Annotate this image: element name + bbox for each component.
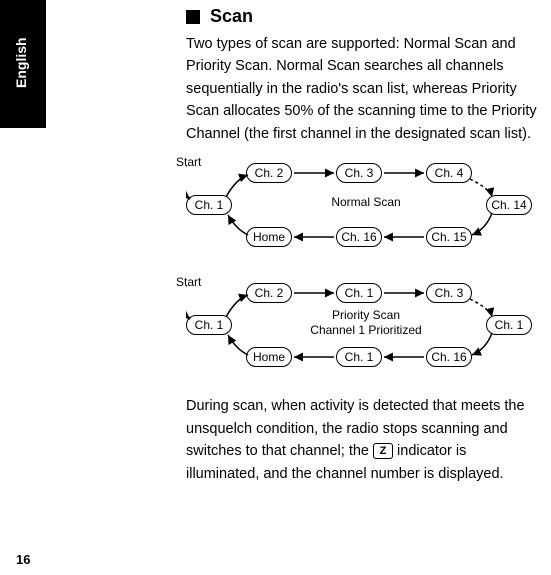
- language-tab: English: [0, 0, 46, 128]
- node-p-ch1: Ch. 1: [186, 315, 232, 335]
- paragraph-1: Two types of scan are supported: Normal …: [186, 33, 540, 145]
- diagram2-title-l1: Priority Scan: [332, 308, 400, 322]
- start-label-2: Start: [176, 275, 201, 289]
- language-label: English: [13, 37, 29, 88]
- scan-indicator-icon: Z: [373, 443, 393, 459]
- diagram-normal-scan: Start Ch. 2 Ch. 3 Ch. 4 Ch. 1 Ch. 14 Hom…: [186, 155, 540, 265]
- node-ch14: Ch. 14: [486, 195, 532, 215]
- node-ch2: Ch. 2: [246, 163, 292, 183]
- node-p-ch1a: Ch. 1: [336, 283, 382, 303]
- diagram-title: Normal Scan: [306, 195, 426, 209]
- paragraph-2: During scan, when activity is detected t…: [186, 395, 540, 485]
- node-p-ch16: Ch. 16: [426, 347, 472, 367]
- node-home: Home: [246, 227, 292, 247]
- heading-bullet-icon: [186, 10, 200, 24]
- node-ch3: Ch. 3: [336, 163, 382, 183]
- start-label: Start: [176, 155, 201, 169]
- page-number: 16: [16, 552, 30, 567]
- node-p-ch1b: Ch. 1: [486, 315, 532, 335]
- diagram2-title: Priority Scan Channel 1 Prioritized: [296, 308, 436, 337]
- page-content: Scan Two types of scan are supported: No…: [186, 6, 540, 495]
- heading-text: Scan: [210, 6, 253, 27]
- node-p-ch1c: Ch. 1: [336, 347, 382, 367]
- node-p-ch3: Ch. 3: [426, 283, 472, 303]
- node-ch16: Ch. 16: [336, 227, 382, 247]
- node-ch15: Ch. 15: [426, 227, 472, 247]
- diagram-priority-scan: Start Ch. 2 Ch. 1 Ch. 3 Ch. 1 Ch. 1 Home…: [186, 275, 540, 385]
- para2-pre: During scan, when activity is detected t…: [186, 398, 525, 459]
- node-ch4: Ch. 4: [426, 163, 472, 183]
- diagram2-title-l2: Channel 1 Prioritized: [310, 323, 421, 337]
- node-p-ch2: Ch. 2: [246, 283, 292, 303]
- node-p-home: Home: [246, 347, 292, 367]
- heading-row: Scan: [186, 6, 540, 27]
- node-ch1: Ch. 1: [186, 195, 232, 215]
